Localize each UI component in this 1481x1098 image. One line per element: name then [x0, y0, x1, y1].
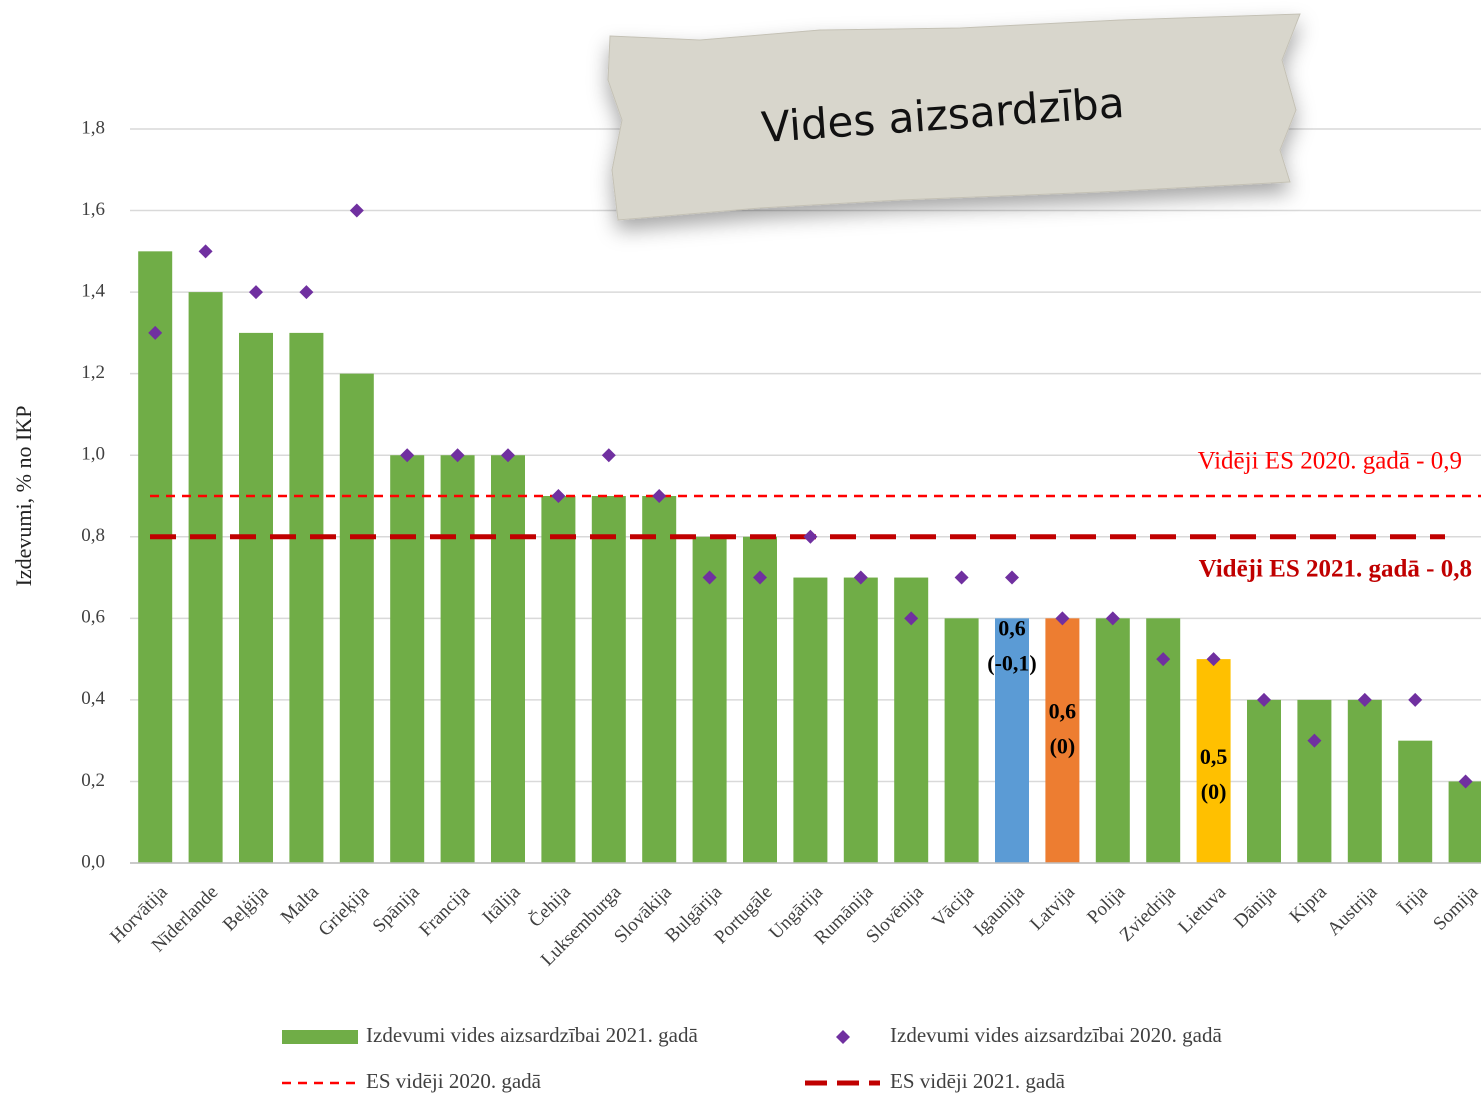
bar	[693, 537, 727, 863]
x-tick-label: Grieķija	[315, 881, 374, 940]
marker	[299, 285, 313, 299]
bar	[1096, 618, 1130, 863]
change-label: (0)	[1201, 779, 1227, 804]
reference-label: Vidēji ES 2021. gadā - 0,8	[1199, 556, 1472, 583]
y-tick-label: 0,0	[81, 851, 105, 872]
y-tick-label: 0,6	[81, 607, 105, 628]
bar	[491, 455, 525, 863]
value-label: 0,5	[1200, 744, 1228, 769]
bar	[1398, 741, 1432, 863]
marker	[955, 571, 969, 585]
marker	[1005, 571, 1019, 585]
bar	[793, 578, 827, 863]
marker	[602, 448, 616, 462]
y-tick-label: 0,8	[81, 525, 105, 546]
x-tick-label: Francija	[415, 881, 474, 940]
bar	[239, 333, 273, 863]
marker	[249, 285, 263, 299]
bar	[1348, 700, 1382, 863]
y-tick-label: 1,0	[81, 444, 105, 465]
legend-swatch	[282, 1030, 358, 1044]
bar	[189, 292, 223, 863]
bar	[138, 251, 172, 863]
y-tick-label: 1,4	[81, 280, 105, 301]
legend-label: ES vidēji 2020. gadā	[366, 1069, 542, 1093]
bar	[1247, 700, 1281, 863]
x-tick-label: Latvija	[1026, 881, 1079, 934]
x-tick-label: Zviedrija	[1116, 881, 1180, 945]
y-axis-label: Izdevumi, % no IKP	[11, 406, 36, 587]
bar	[441, 455, 475, 863]
x-tick-label: Dānija	[1230, 881, 1281, 932]
value-label: 0,6	[998, 615, 1026, 640]
plot-area: 0,00,20,40,60,81,01,21,41,61,8HorvātijaN…	[81, 117, 1481, 970]
y-tick-label: 0,2	[81, 770, 105, 791]
y-tick-label: 1,2	[81, 362, 105, 383]
bar	[340, 374, 374, 863]
bar	[945, 618, 979, 863]
x-tick-label: Beļģija	[219, 881, 273, 935]
bar	[642, 496, 676, 863]
marker	[350, 204, 364, 218]
bar	[1449, 781, 1481, 863]
x-tick-label: Malta	[277, 881, 324, 928]
change-label: (0)	[1050, 733, 1076, 758]
x-tick-label: Austrija	[1323, 881, 1382, 940]
reference-label: Vidēji ES 2020. gadā - 0,9	[1198, 448, 1462, 475]
marker	[1408, 693, 1422, 707]
bar	[541, 496, 575, 863]
marker	[803, 530, 817, 544]
x-tick-label: Itālija	[478, 881, 525, 928]
legend-marker	[836, 1030, 850, 1044]
x-tick-label: Lietuva	[1174, 881, 1230, 937]
bar	[390, 455, 424, 863]
bar	[844, 578, 878, 863]
marker	[199, 244, 213, 258]
bar	[289, 333, 323, 863]
y-tick-label: 0,4	[81, 688, 105, 709]
bar	[592, 496, 626, 863]
x-tick-label: Igaunija	[970, 881, 1029, 940]
x-tick-label: Somija	[1429, 881, 1481, 934]
y-tick-label: 1,8	[81, 117, 105, 138]
bar	[743, 537, 777, 863]
x-tick-label: Kipra	[1286, 881, 1332, 927]
x-tick-label: Slovēnija	[862, 881, 928, 947]
x-tick-label: Īrija	[1395, 881, 1433, 919]
y-tick-label: 1,6	[81, 199, 105, 220]
bar	[1297, 700, 1331, 863]
x-tick-label: Spānija	[369, 881, 425, 937]
x-tick-label: Polija	[1083, 881, 1130, 928]
chart: 0,00,20,40,60,81,01,21,41,61,8HorvātijaN…	[0, 0, 1481, 1098]
legend-label: Izdevumi vides aizsardzībai 2021. gadā	[366, 1023, 698, 1047]
value-label: 0,6	[1049, 698, 1077, 723]
change-label: (-0,1)	[987, 650, 1036, 675]
legend-label: Izdevumi vides aizsardzībai 2020. gadā	[890, 1023, 1222, 1047]
legend-label: ES vidēji 2021. gadā	[890, 1069, 1066, 1093]
